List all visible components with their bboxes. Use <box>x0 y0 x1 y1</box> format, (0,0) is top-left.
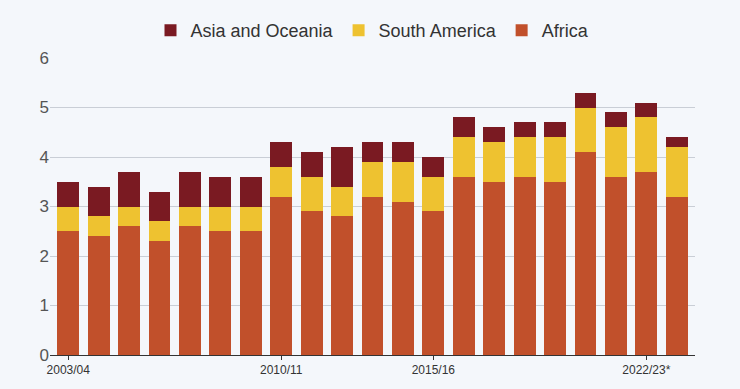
svg-text:0: 0 <box>40 346 49 365</box>
svg-text:2003/04: 2003/04 <box>47 363 91 377</box>
svg-text:2015/16: 2015/16 <box>412 363 456 377</box>
svg-text:South America: South America <box>379 21 497 41</box>
svg-text:2022/23*: 2022/23* <box>622 363 670 377</box>
svg-text:4: 4 <box>40 148 49 167</box>
svg-text:5: 5 <box>40 98 49 117</box>
svg-text:Asia and Oceania: Asia and Oceania <box>191 21 334 41</box>
svg-text:3: 3 <box>40 197 49 216</box>
svg-text:2010/11: 2010/11 <box>260 363 303 377</box>
svg-text:Africa: Africa <box>542 21 589 41</box>
svg-text:1: 1 <box>40 296 49 315</box>
svg-text:6: 6 <box>40 49 49 68</box>
svg-text:2: 2 <box>40 247 49 266</box>
